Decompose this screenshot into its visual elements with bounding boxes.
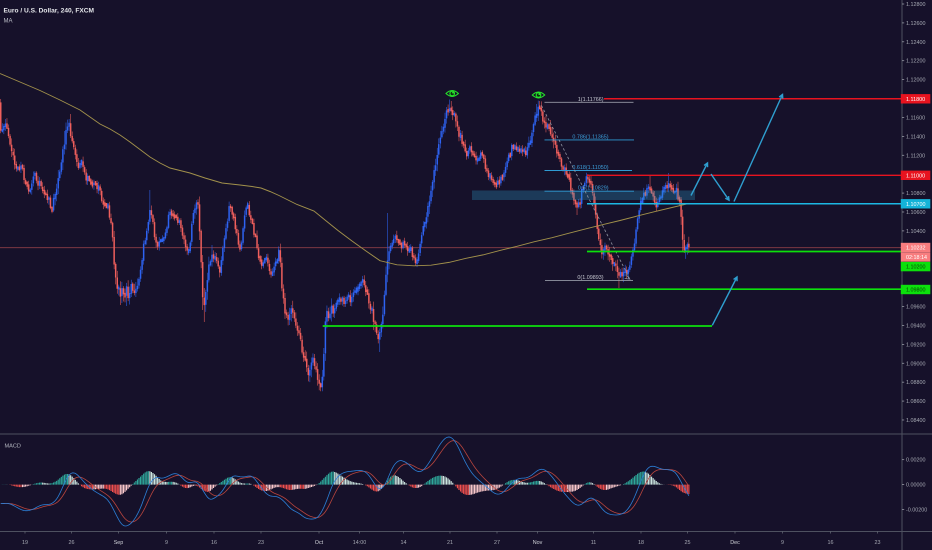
svg-text:MA: MA: [4, 18, 13, 24]
svg-text:MACD: MACD: [5, 444, 21, 450]
svg-text:23: 23: [875, 540, 881, 546]
svg-text:1.09600: 1.09600: [906, 305, 926, 311]
svg-text:0.00200: 0.00200: [906, 458, 926, 464]
svg-text:1.12200: 1.12200: [906, 59, 926, 65]
svg-text:-0.00200: -0.00200: [906, 508, 927, 514]
svg-text:1.12600: 1.12600: [906, 21, 926, 27]
svg-text:1.08600: 1.08600: [906, 399, 926, 405]
svg-text:1.10700: 1.10700: [906, 202, 926, 208]
svg-text:0.786(1.11365): 0.786(1.11365): [572, 134, 608, 140]
svg-text:1.10600: 1.10600: [906, 210, 926, 216]
svg-text:1.11800: 1.11800: [906, 97, 925, 103]
svg-text:16: 16: [828, 540, 834, 546]
svg-text:Dec: Dec: [730, 540, 740, 546]
svg-text:1.10400: 1.10400: [906, 229, 926, 235]
svg-text:23: 23: [258, 540, 264, 546]
svg-text:02:18:14: 02:18:14: [906, 255, 927, 261]
svg-text:Oct: Oct: [315, 540, 324, 546]
svg-text:26: 26: [69, 540, 75, 546]
svg-text:1.10800: 1.10800: [906, 191, 926, 197]
svg-text:0(1.09893): 0(1.09893): [577, 275, 603, 281]
svg-text:1.12000: 1.12000: [906, 78, 926, 84]
svg-text:14: 14: [401, 540, 407, 546]
svg-text:21: 21: [447, 540, 453, 546]
svg-text:14:00: 14:00: [353, 540, 367, 546]
svg-text:1.11200: 1.11200: [906, 153, 925, 159]
svg-text:1.09200: 1.09200: [906, 342, 926, 348]
svg-text:18: 18: [638, 540, 644, 546]
svg-text:27: 27: [494, 540, 500, 546]
svg-text:1.08800: 1.08800: [906, 380, 926, 386]
svg-text:9: 9: [165, 540, 168, 546]
svg-text:1.11000: 1.11000: [906, 173, 925, 179]
svg-text:1.09000: 1.09000: [906, 361, 926, 367]
svg-text:11: 11: [591, 540, 597, 546]
svg-text:1.10200: 1.10200: [906, 265, 926, 271]
svg-text:16: 16: [211, 540, 217, 546]
svg-text:Euro / U.S. Dollar, 240, FXCM: Euro / U.S. Dollar, 240, FXCM: [4, 8, 95, 15]
svg-text:0.5(1.10829): 0.5(1.10829): [578, 186, 609, 192]
svg-text:1.09800: 1.09800: [906, 288, 926, 294]
svg-text:1.10232: 1.10232: [906, 246, 926, 252]
svg-text:1.08400: 1.08400: [906, 418, 926, 424]
svg-text:9: 9: [781, 540, 784, 546]
svg-text:0.00000: 0.00000: [906, 483, 926, 489]
svg-text:1.09400: 1.09400: [906, 323, 926, 329]
svg-text:1.11400: 1.11400: [906, 134, 925, 140]
svg-text:Nov: Nov: [533, 540, 543, 546]
svg-text:25: 25: [685, 540, 691, 546]
svg-text:1(1.11766): 1(1.11766): [578, 97, 604, 103]
svg-text:0.618(1.11050): 0.618(1.11050): [572, 165, 608, 171]
svg-text:Sep: Sep: [114, 540, 124, 546]
svg-text:1.11600: 1.11600: [906, 115, 925, 121]
svg-text:1.12800: 1.12800: [906, 2, 926, 8]
svg-text:1.12400: 1.12400: [906, 40, 926, 46]
svg-text:19: 19: [22, 540, 28, 546]
